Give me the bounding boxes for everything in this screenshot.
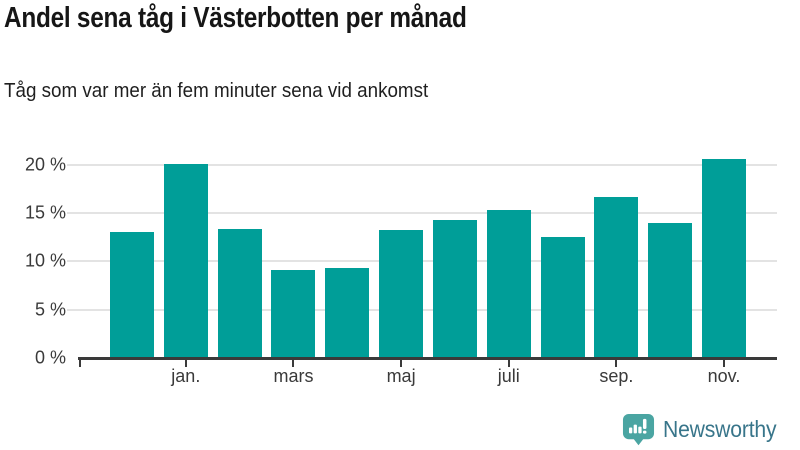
x-axis-line [78,356,777,360]
x-axis-tick [507,359,510,367]
x-axis-tick [723,359,725,367]
newsworthy-logo-text: Newsworthy [662,416,777,442]
y-axis-tick-label: 5 % [34,299,66,320]
newsworthy-logo: Newsworthy [622,413,786,446]
newsworthy-logo-icon [622,413,654,446]
y-axis-tick-label: 0 % [34,347,66,368]
x-axis-tick-label: nov. [707,366,741,386]
bar [163,163,208,358]
y-axis-tick-label: 10 % [24,250,66,271]
x-axis-tick-label: juli [497,366,520,386]
y-axis-tick-label: 20 % [24,154,66,174]
x-axis-tick [292,359,295,367]
bar [110,232,154,358]
x-axis-tick-label: mars [273,366,314,386]
x-axis-tick-label: maj [386,366,416,386]
bar [486,209,531,358]
x-axis-tick [615,359,618,367]
bar [271,269,316,358]
y-gridline [67,163,777,166]
bar [594,197,639,358]
page-title: Andel sena tåg i Västerbotten per månad [4,2,467,34]
x-axis-tick [79,359,81,367]
x-axis-tick [184,359,187,367]
y-gridline [67,211,777,214]
x-axis-tick-label: jan. [171,366,201,386]
y-axis-tick-label: 15 % [24,202,66,223]
page-subtitle: Tåg som var mer än fem minuter sena vid … [4,80,429,102]
bar [540,237,585,358]
x-axis-tick-label: sep. [599,366,634,386]
bar [379,230,424,358]
bar [325,268,370,358]
bar [432,219,477,358]
bar [217,229,262,358]
bar [648,222,693,358]
bar [702,158,746,358]
x-axis-tick [400,359,403,367]
